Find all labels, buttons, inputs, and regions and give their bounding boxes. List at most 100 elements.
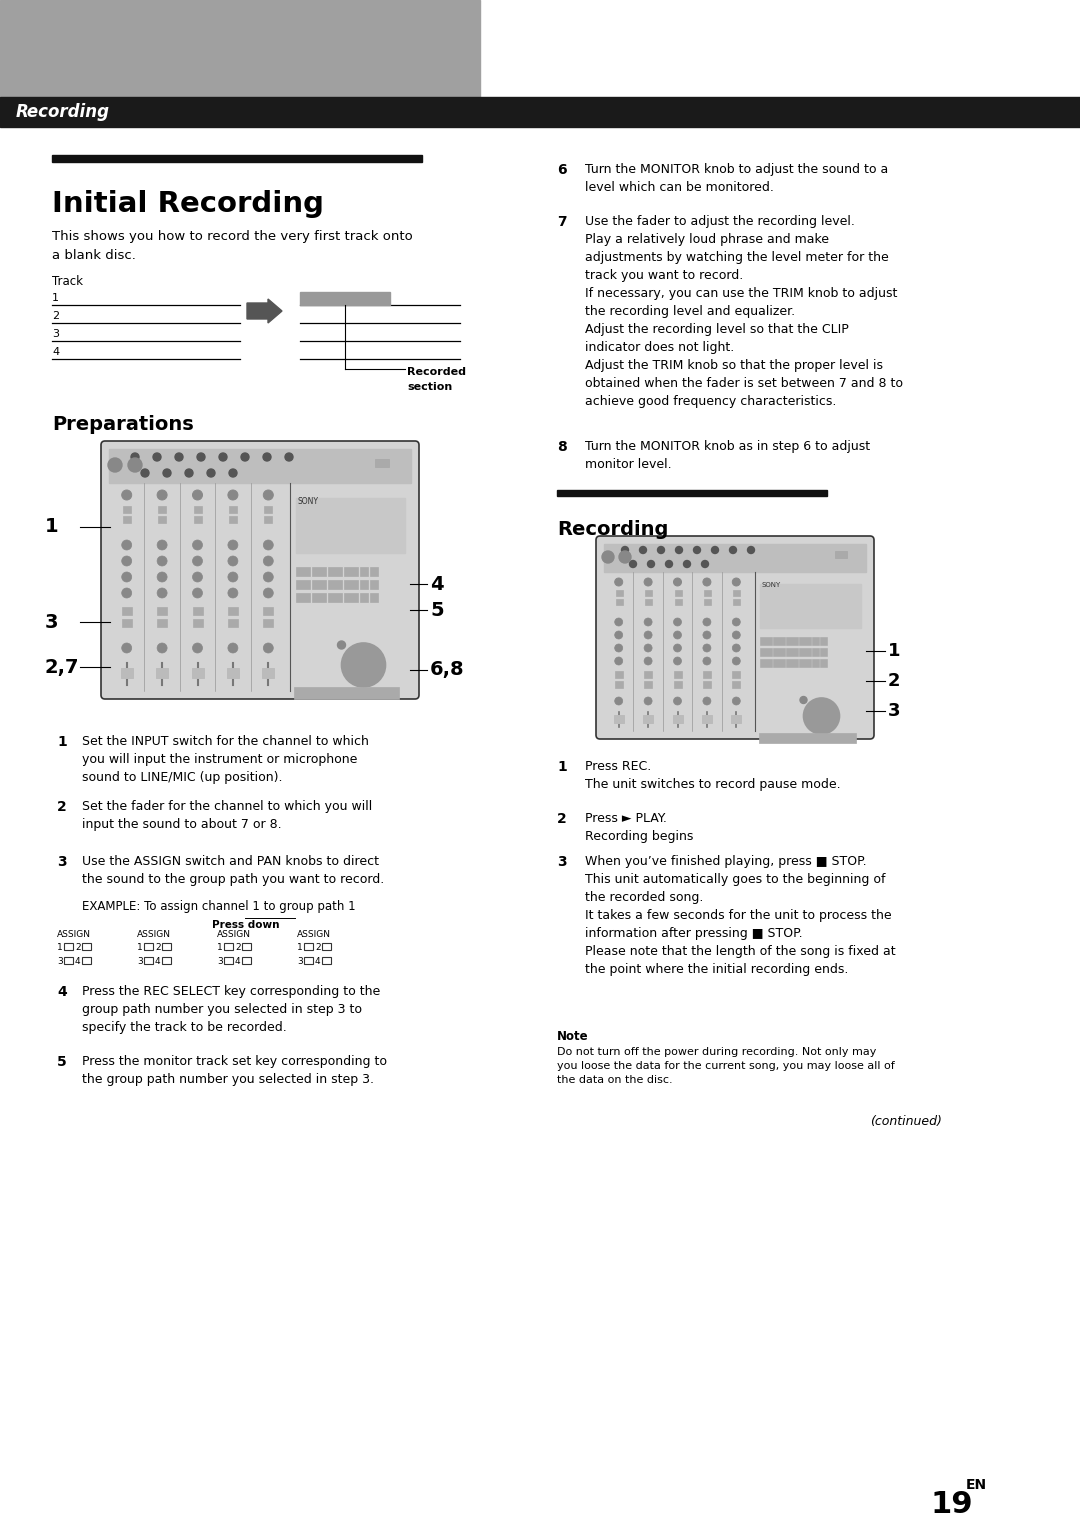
Bar — [370, 581, 378, 588]
Circle shape — [122, 643, 132, 652]
Bar — [673, 715, 683, 723]
Text: ASSIGN: ASSIGN — [217, 931, 251, 940]
Text: 5: 5 — [57, 1054, 67, 1070]
Text: 3: 3 — [57, 856, 67, 869]
Text: Set the INPUT switch for the channel to which
you will input the instrument or m: Set the INPUT switch for the channel to … — [82, 735, 369, 784]
Text: 3: 3 — [57, 957, 63, 966]
FancyBboxPatch shape — [242, 957, 251, 964]
Bar — [296, 581, 310, 588]
Text: 3: 3 — [137, 957, 143, 966]
Circle shape — [712, 547, 718, 553]
Bar — [228, 619, 238, 626]
Bar — [191, 668, 203, 678]
Bar — [645, 590, 652, 596]
Bar — [644, 681, 652, 688]
Circle shape — [703, 697, 711, 704]
Text: 1: 1 — [45, 518, 58, 536]
Bar — [645, 599, 652, 605]
Circle shape — [684, 561, 690, 567]
Circle shape — [732, 578, 740, 587]
Text: 4: 4 — [315, 957, 321, 966]
Circle shape — [285, 452, 293, 461]
Text: ASSIGN: ASSIGN — [57, 931, 91, 940]
Bar — [375, 458, 389, 468]
Circle shape — [644, 643, 652, 652]
Circle shape — [732, 697, 740, 704]
Circle shape — [732, 643, 740, 652]
Text: 4: 4 — [52, 347, 59, 358]
Text: Turn the MONITOR knob to adjust the sound to a
level which can be monitored.: Turn the MONITOR knob to adjust the soun… — [585, 163, 888, 194]
Text: 3: 3 — [888, 701, 901, 720]
Bar — [360, 593, 368, 602]
Bar — [262, 668, 274, 678]
Circle shape — [602, 552, 615, 562]
Text: 2: 2 — [235, 943, 241, 952]
Circle shape — [157, 539, 167, 550]
Circle shape — [732, 631, 740, 639]
Bar — [773, 648, 785, 656]
Circle shape — [197, 452, 205, 461]
Circle shape — [644, 617, 652, 626]
Text: 3: 3 — [557, 856, 567, 869]
Bar — [703, 681, 711, 688]
Text: Recorded: Recorded — [407, 367, 465, 377]
Bar — [704, 590, 711, 596]
Circle shape — [615, 643, 623, 652]
FancyBboxPatch shape — [82, 943, 91, 950]
Circle shape — [729, 547, 737, 553]
Text: EN: EN — [966, 1478, 987, 1491]
Bar — [786, 659, 798, 668]
Text: 1: 1 — [217, 943, 222, 952]
Bar — [157, 607, 167, 614]
Text: Do not turn off the power during recording. Not only may
you loose the data for : Do not turn off the power during recordi… — [557, 1047, 894, 1085]
Bar — [312, 581, 326, 588]
Bar — [760, 648, 772, 656]
Text: 2: 2 — [888, 672, 901, 691]
Circle shape — [703, 657, 711, 665]
Text: Recording: Recording — [16, 102, 110, 121]
Bar — [193, 506, 202, 513]
Bar — [122, 619, 132, 626]
Circle shape — [644, 578, 652, 587]
Text: This shows you how to record the very first track onto
a blank disc.: This shows you how to record the very fi… — [52, 231, 413, 261]
FancyBboxPatch shape — [162, 943, 171, 950]
Circle shape — [228, 643, 238, 652]
Circle shape — [639, 547, 647, 553]
FancyBboxPatch shape — [242, 943, 251, 950]
Bar — [759, 733, 856, 743]
Circle shape — [264, 556, 273, 565]
Text: 3: 3 — [297, 957, 302, 966]
Text: 3: 3 — [52, 329, 59, 339]
Text: When you’ve finished playing, press ■ STOP.
This unit automatically goes to the : When you’ve finished playing, press ■ ST… — [585, 856, 895, 976]
Circle shape — [192, 643, 203, 652]
Bar — [616, 599, 623, 605]
Circle shape — [228, 539, 238, 550]
Circle shape — [615, 578, 623, 587]
Circle shape — [644, 657, 652, 665]
Circle shape — [674, 643, 681, 652]
Circle shape — [630, 561, 636, 567]
Text: Preparations: Preparations — [52, 416, 193, 434]
Circle shape — [804, 698, 839, 733]
Circle shape — [703, 617, 711, 626]
Circle shape — [129, 458, 141, 472]
Text: Press ► PLAY.
Recording begins: Press ► PLAY. Recording begins — [585, 811, 693, 843]
Bar — [615, 681, 623, 688]
Bar — [786, 637, 798, 645]
Text: (continued): (continued) — [870, 1115, 942, 1128]
Circle shape — [615, 617, 623, 626]
Text: ASSIGN: ASSIGN — [297, 931, 330, 940]
Bar — [312, 593, 326, 602]
Circle shape — [228, 490, 238, 500]
Circle shape — [621, 547, 629, 553]
Text: 6: 6 — [557, 163, 567, 177]
Bar — [192, 619, 203, 626]
Bar — [0, 0, 480, 96]
Circle shape — [228, 588, 238, 597]
FancyBboxPatch shape — [102, 442, 419, 698]
Bar — [312, 567, 326, 576]
Circle shape — [192, 556, 203, 565]
Text: 1: 1 — [57, 943, 63, 952]
Circle shape — [732, 617, 740, 626]
Text: 8: 8 — [557, 440, 567, 454]
